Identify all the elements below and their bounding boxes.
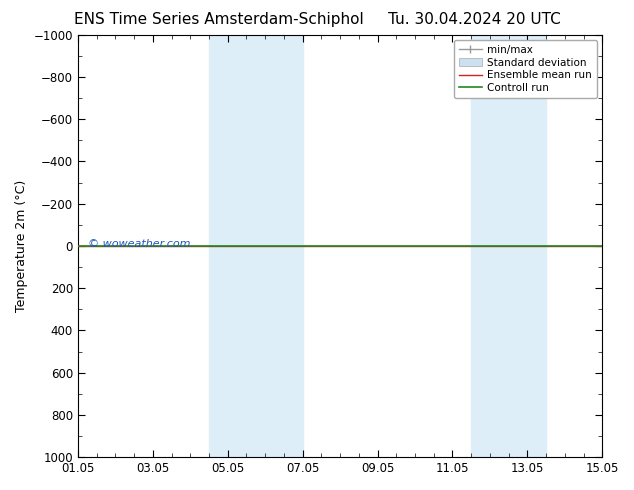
Bar bbox=[471, 35, 508, 457]
Bar bbox=[508, 35, 546, 457]
Y-axis label: Temperature 2m (°C): Temperature 2m (°C) bbox=[15, 180, 28, 312]
Text: © woweather.com: © woweather.com bbox=[88, 239, 191, 249]
Legend: min/max, Standard deviation, Ensemble mean run, Controll run: min/max, Standard deviation, Ensemble me… bbox=[454, 40, 597, 98]
Text: ENS Time Series Amsterdam-Schiphol     Tu. 30.04.2024 20 UTC: ENS Time Series Amsterdam-Schiphol Tu. 3… bbox=[74, 12, 560, 27]
Bar bbox=[209, 35, 247, 457]
Bar bbox=[247, 35, 302, 457]
